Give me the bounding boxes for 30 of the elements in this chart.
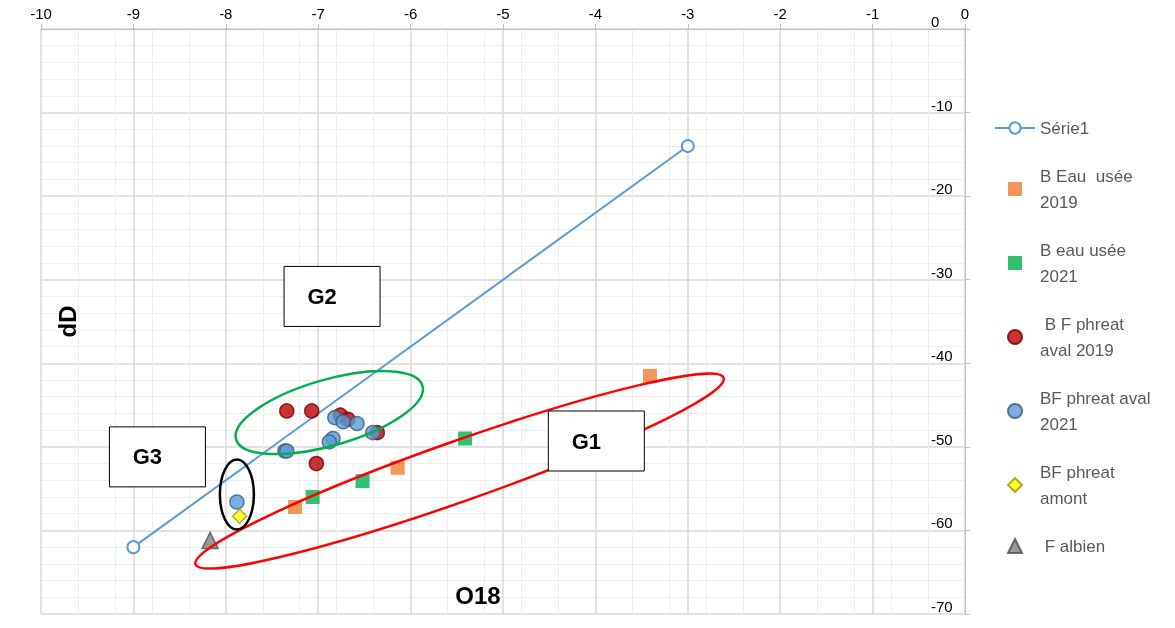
legend-label: B eau usée 2021: [1040, 240, 1131, 286]
y-tick-label: -60: [931, 514, 953, 532]
legend-label: B Eau usée 2019: [1040, 166, 1138, 212]
legend-label: B F phreat aval 2019: [1040, 314, 1129, 360]
x-tick-label: -1: [865, 5, 880, 22]
y-tick-label: -30: [931, 263, 953, 281]
x-tick-label: -7: [311, 5, 325, 22]
annotation: G2: [307, 283, 337, 309]
y-tick-label: -10: [931, 96, 953, 114]
y-tick-label: -40: [931, 347, 953, 365]
legend-label: BF phreat amont: [1040, 462, 1120, 508]
x-tick-label: -8: [219, 5, 233, 22]
legend-label: BF phreat aval 2021: [1040, 388, 1156, 434]
x-tick-label: -6: [403, 5, 418, 22]
x-tick-label: -4: [588, 5, 603, 22]
x-tick-label: -3: [681, 5, 695, 22]
x-tick-label: -2: [773, 5, 787, 22]
x-tick-label: -9: [126, 5, 141, 22]
y-tick-label: -70: [931, 598, 953, 615]
annotation: G3: [132, 444, 163, 470]
legend-label: Série1: [1040, 118, 1090, 138]
x-axis-title: O18: [455, 581, 501, 609]
y-tick-label: -50: [931, 430, 953, 448]
y-axis-title: dD: [53, 305, 81, 338]
legend-label: F albien: [1040, 536, 1106, 556]
annotation: G1: [571, 428, 601, 454]
y-tick-label: -20: [931, 180, 953, 198]
x-tick-label: 0: [960, 5, 970, 22]
x-tick-label: -10: [30, 5, 52, 22]
x-tick-label: -5: [496, 5, 510, 22]
